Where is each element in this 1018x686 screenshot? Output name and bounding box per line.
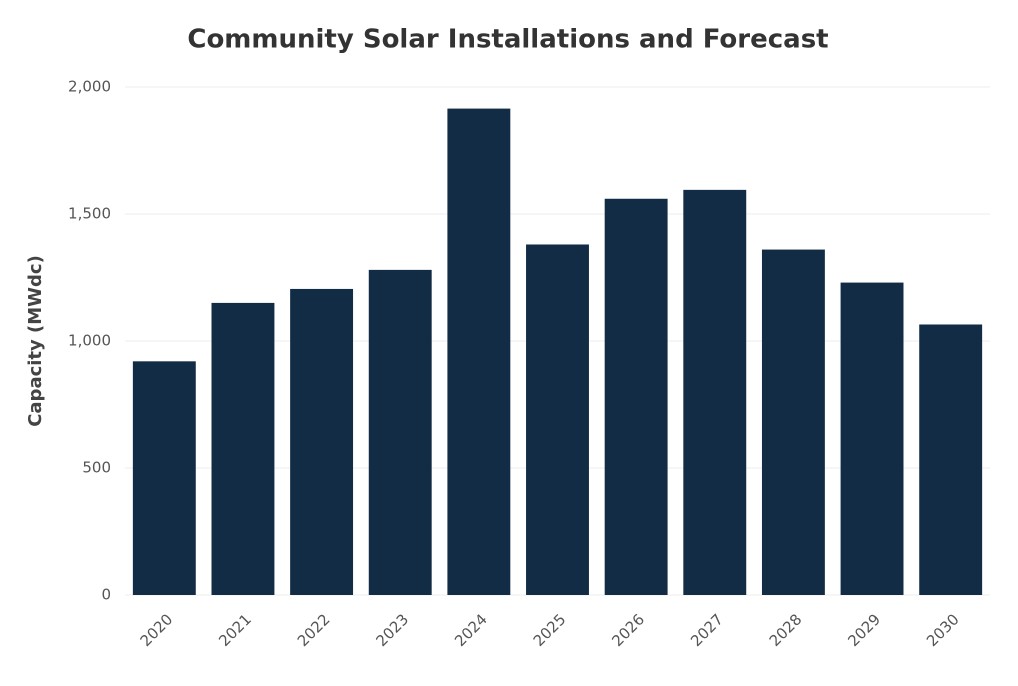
y-tick-label: 1,500: [68, 205, 111, 223]
x-tick-label: 2026: [608, 610, 648, 650]
x-tick-label: 2022: [294, 610, 334, 650]
x-tick-label: 2023: [373, 610, 413, 650]
bar: [447, 108, 511, 595]
x-tick-label: 2030: [923, 610, 963, 650]
chart-title: Community Solar Installations and Foreca…: [187, 25, 828, 55]
bar: [683, 189, 747, 595]
bar: [132, 361, 196, 595]
y-axis-label: Capacity (MWdc): [25, 255, 46, 427]
bar: [919, 324, 983, 595]
y-tick-label: 2,000: [68, 78, 111, 96]
bar: [761, 249, 825, 595]
x-tick-label: 2021: [215, 610, 255, 650]
y-tick-label: 1,000: [68, 332, 111, 350]
bar: [840, 282, 904, 595]
x-tick-label: 2027: [687, 610, 727, 650]
bar: [368, 269, 432, 595]
x-tick-label: 2024: [451, 610, 491, 650]
x-tick-label: 2020: [137, 610, 177, 650]
bar: [604, 198, 668, 595]
bar: [526, 244, 589, 596]
y-tick-label: 0: [101, 586, 111, 604]
x-tick-label: 2029: [844, 610, 884, 650]
x-tick-label: 2028: [766, 610, 806, 650]
x-tick-label: 2025: [530, 610, 570, 650]
bar: [211, 302, 275, 595]
y-tick-label: 500: [82, 459, 111, 477]
bar: [290, 288, 354, 595]
